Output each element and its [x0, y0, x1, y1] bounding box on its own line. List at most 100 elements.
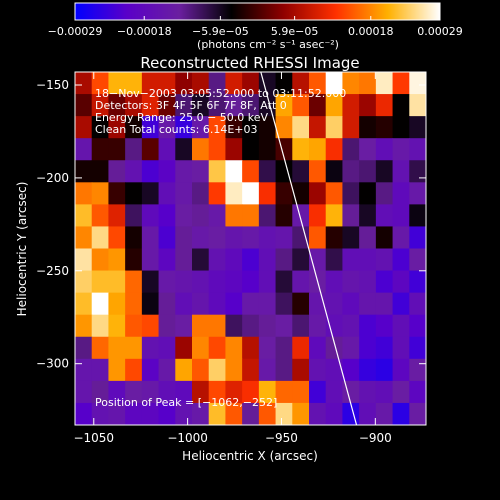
image-pixel [309, 402, 327, 425]
image-pixel [91, 182, 110, 205]
image-pixel [375, 314, 394, 338]
image-pixel [342, 380, 360, 404]
image-pixel [141, 314, 160, 338]
image-pixel [91, 270, 110, 294]
image-pixel [242, 72, 260, 95]
image-pixel [258, 116, 277, 139]
image-pixel [409, 248, 426, 272]
colorbar: −0.00029 −0.00018 −5.9e−05 5.9e−05 0.00018 0.… [48, 2, 463, 51]
image-pixel [275, 94, 293, 117]
image-pixel [359, 226, 377, 250]
image-pixel [141, 204, 160, 228]
chart-title: Reconstructed RHESSI Image [140, 54, 359, 72]
image-pixel [359, 204, 377, 228]
image-pixel [309, 182, 327, 205]
image-pixel [375, 358, 394, 382]
image-pixel [192, 270, 210, 294]
image-pixel [275, 204, 293, 228]
image-pixel [258, 314, 277, 338]
y-tick-label: −250 [36, 264, 69, 278]
image-pixel [91, 314, 110, 338]
image-pixel [342, 94, 360, 117]
image-pixel [242, 94, 260, 117]
image-pixel [225, 182, 243, 205]
image-pixel [192, 358, 210, 382]
image-pixel [91, 204, 110, 228]
image-pixel [292, 72, 310, 95]
image-pixel [108, 380, 126, 404]
image-pixel [225, 138, 243, 161]
image-pixel [158, 94, 176, 117]
image-pixel [91, 380, 110, 404]
image-pixel [158, 358, 176, 382]
image-pixel [125, 336, 143, 360]
image-pixel [275, 226, 293, 250]
image-pixel [208, 248, 227, 272]
image-pixel [342, 248, 360, 272]
image-pixel [175, 94, 193, 117]
image-pixel [141, 138, 160, 161]
image-pixel [208, 116, 227, 139]
colorbar-tick-label: 0.00029 [417, 25, 463, 38]
image-pixel [192, 138, 210, 161]
image-pixel [75, 94, 93, 117]
image-pixel [359, 380, 377, 404]
image-pixel [309, 204, 327, 228]
image-pixel [258, 248, 277, 272]
image-pixel [258, 270, 277, 294]
image-pixel [242, 402, 260, 425]
image-pixel [158, 292, 176, 316]
image-pixel [175, 160, 193, 183]
image-pixel [208, 380, 227, 404]
image-pixel [292, 204, 310, 228]
image-pixel [175, 116, 193, 139]
image-pixel [359, 72, 377, 95]
image-pixel [359, 138, 377, 161]
image-pixel [242, 138, 260, 161]
image-pixel [192, 226, 210, 250]
image-pixel [359, 402, 377, 425]
image-pixel [75, 72, 93, 95]
image-pixel [359, 248, 377, 272]
image-pixel [409, 94, 426, 117]
image-pixel [242, 314, 260, 338]
image-pixel [242, 116, 260, 139]
image-pixel [91, 160, 110, 183]
image-pixel [375, 204, 394, 228]
image-pixel [359, 116, 377, 139]
image-pixel [108, 72, 126, 95]
image-pixel [192, 292, 210, 316]
x-tick-label: −900 [359, 431, 392, 445]
image-pixel [392, 248, 410, 272]
image-pixel [409, 160, 426, 183]
image-pixel [75, 292, 93, 316]
observation-info: 18−Nov−2003 03:05:52.000 to 03:11:52.000… [95, 87, 346, 136]
image-pixel [258, 358, 277, 382]
image-pixel [292, 138, 310, 161]
image-pixel [125, 204, 143, 228]
image-pixel [108, 358, 126, 382]
image-pixel [108, 402, 126, 425]
image-pixel [309, 72, 327, 95]
image-pixel [342, 182, 360, 205]
image-pixel [309, 116, 327, 139]
image-pixel [225, 292, 243, 316]
image-pixel [158, 182, 176, 205]
image-pixel [208, 226, 227, 250]
image-pixel [275, 402, 293, 425]
colorbar-ticks: −0.00029 −0.00018 −5.9e−05 5.9e−05 0.00018 0.… [48, 16, 463, 38]
image-pixel [91, 358, 110, 382]
image-pixel [409, 138, 426, 161]
colorbar-tick-label: 0.00018 [348, 25, 394, 38]
image-pixel [175, 292, 193, 316]
image-pixel [208, 270, 227, 294]
image-pixel [375, 270, 394, 294]
image-pixel [409, 226, 426, 250]
colorbar-unit-label: (photons cm⁻² s⁻¹ asec⁻²) [197, 38, 339, 51]
y-tick-label: −300 [36, 357, 69, 371]
image-pixel [309, 138, 327, 161]
image-pixel [175, 204, 193, 228]
image-pixel [208, 94, 227, 117]
image-pixel [258, 182, 277, 205]
axis-ticks: −1050 −1000 −950 −900 −150 −200 −250 −300 [36, 72, 426, 445]
